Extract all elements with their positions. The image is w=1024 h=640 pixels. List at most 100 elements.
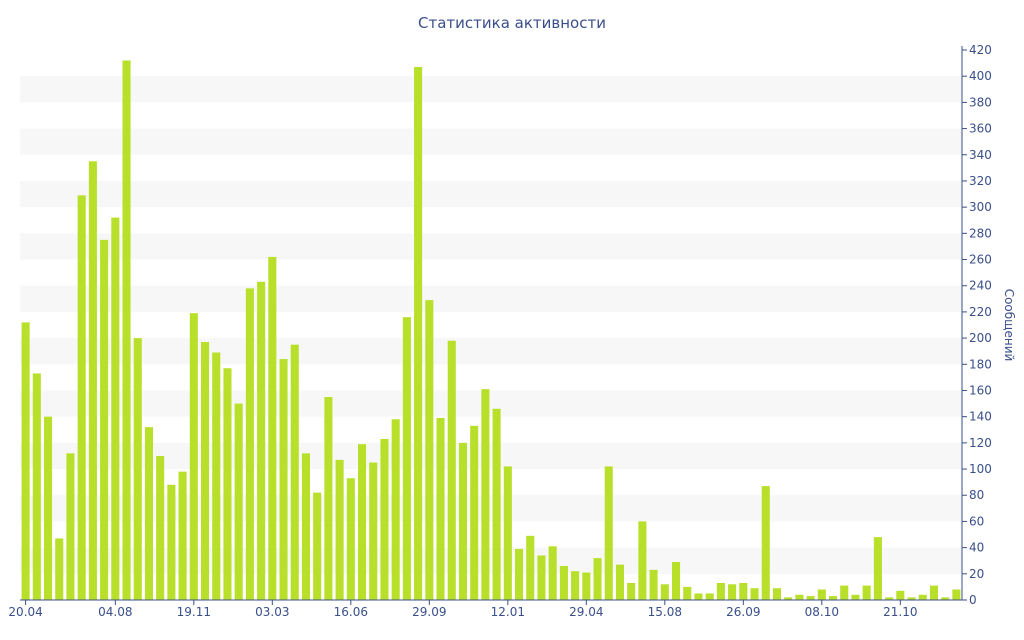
- bar: [548, 546, 557, 600]
- y-tick-label: 300: [969, 200, 992, 214]
- bar: [391, 419, 400, 600]
- bar: [795, 594, 804, 600]
- bar: [739, 582, 748, 600]
- bar: [167, 484, 176, 600]
- x-tick-label: 16.06: [334, 605, 368, 619]
- bar: [907, 597, 916, 600]
- bar: [716, 582, 725, 600]
- bar: [772, 588, 782, 600]
- bar: [458, 442, 468, 600]
- y-tick-label: 180: [969, 357, 992, 371]
- grid-band: [20, 338, 962, 365]
- bar: [638, 521, 647, 600]
- grid-band: [20, 547, 962, 574]
- bar: [245, 288, 254, 600]
- bar: [571, 571, 580, 600]
- bar: [514, 548, 524, 600]
- bar: [447, 340, 456, 600]
- bar: [862, 585, 871, 600]
- y-tick-label: 140: [969, 410, 992, 424]
- bar: [301, 453, 311, 600]
- bar: [156, 455, 165, 600]
- bar: [649, 569, 658, 600]
- bar: [257, 281, 266, 600]
- bar: [414, 67, 423, 601]
- x-tick-label: 20.04: [8, 605, 42, 619]
- bar: [178, 471, 187, 600]
- bar: [851, 594, 860, 600]
- bar: [559, 565, 568, 600]
- bar: [705, 593, 714, 600]
- x-tick-label: 29.04: [569, 605, 603, 619]
- chart-title: Статистика активности: [418, 14, 606, 32]
- bar: [279, 359, 288, 600]
- bar: [234, 403, 243, 600]
- y-tick-label: 60: [969, 514, 984, 528]
- bar: [55, 538, 64, 600]
- y-tick-label: 320: [969, 174, 992, 188]
- y-tick-label: 100: [969, 462, 992, 476]
- grid-band: [20, 128, 962, 155]
- bar: [582, 572, 591, 600]
- bar: [88, 161, 97, 601]
- bar: [100, 239, 109, 600]
- y-tick-label: 220: [969, 305, 992, 319]
- y-tick-label: 260: [969, 253, 992, 267]
- bar: [369, 462, 378, 600]
- grid-band: [20, 285, 962, 312]
- bar: [918, 594, 927, 600]
- bar: [660, 584, 669, 600]
- bars: [21, 60, 961, 601]
- x-axis: 20.04 04.08 19.11 03.03 16.06 29.09 12.01 29.04…: [8, 599, 962, 619]
- bar: [144, 427, 154, 600]
- bar: [436, 417, 445, 600]
- bar: [526, 535, 535, 600]
- bar: [212, 352, 221, 600]
- bar: [66, 453, 75, 600]
- bar: [380, 438, 389, 600]
- x-tick-label: 15.08: [648, 605, 682, 619]
- grid-bands: [20, 76, 962, 574]
- bar: [627, 582, 636, 600]
- bar: [828, 596, 838, 600]
- bar: [346, 478, 355, 600]
- bar: [481, 389, 490, 600]
- bar: [728, 584, 737, 600]
- y-tick-label: 360: [969, 122, 992, 136]
- bar: [817, 589, 826, 600]
- x-tick-label: 26.09: [726, 605, 760, 619]
- bar: [885, 597, 894, 600]
- bar: [694, 593, 703, 600]
- bar: [335, 459, 344, 600]
- bar: [402, 317, 411, 600]
- bar: [873, 537, 882, 600]
- bar: [290, 344, 299, 600]
- x-tick-label: 29.09: [412, 605, 446, 619]
- y-tick-label: 380: [969, 95, 992, 109]
- y-tick-label: 0: [969, 593, 977, 607]
- bar: [671, 562, 681, 600]
- bar: [77, 195, 86, 600]
- y-tick-label: 340: [969, 148, 992, 162]
- bar: [492, 408, 501, 600]
- bar: [683, 586, 692, 600]
- grid-band: [20, 390, 962, 417]
- grid-band: [20, 233, 962, 260]
- x-tick-label: 21.10: [883, 605, 917, 619]
- bar: [313, 492, 322, 600]
- grid-band: [20, 76, 962, 103]
- bar: [615, 564, 625, 600]
- bar: [122, 60, 131, 600]
- bar: [21, 322, 30, 600]
- bar: [133, 338, 142, 600]
- bar: [750, 588, 759, 600]
- bar: [761, 486, 770, 600]
- bar: [929, 585, 939, 600]
- bar: [604, 466, 613, 600]
- x-tick-label: 08.10: [805, 605, 839, 619]
- x-tick-label: 03.03: [255, 605, 289, 619]
- bar: [111, 217, 120, 600]
- y-tick-label: 120: [969, 436, 992, 450]
- bar: [503, 466, 512, 600]
